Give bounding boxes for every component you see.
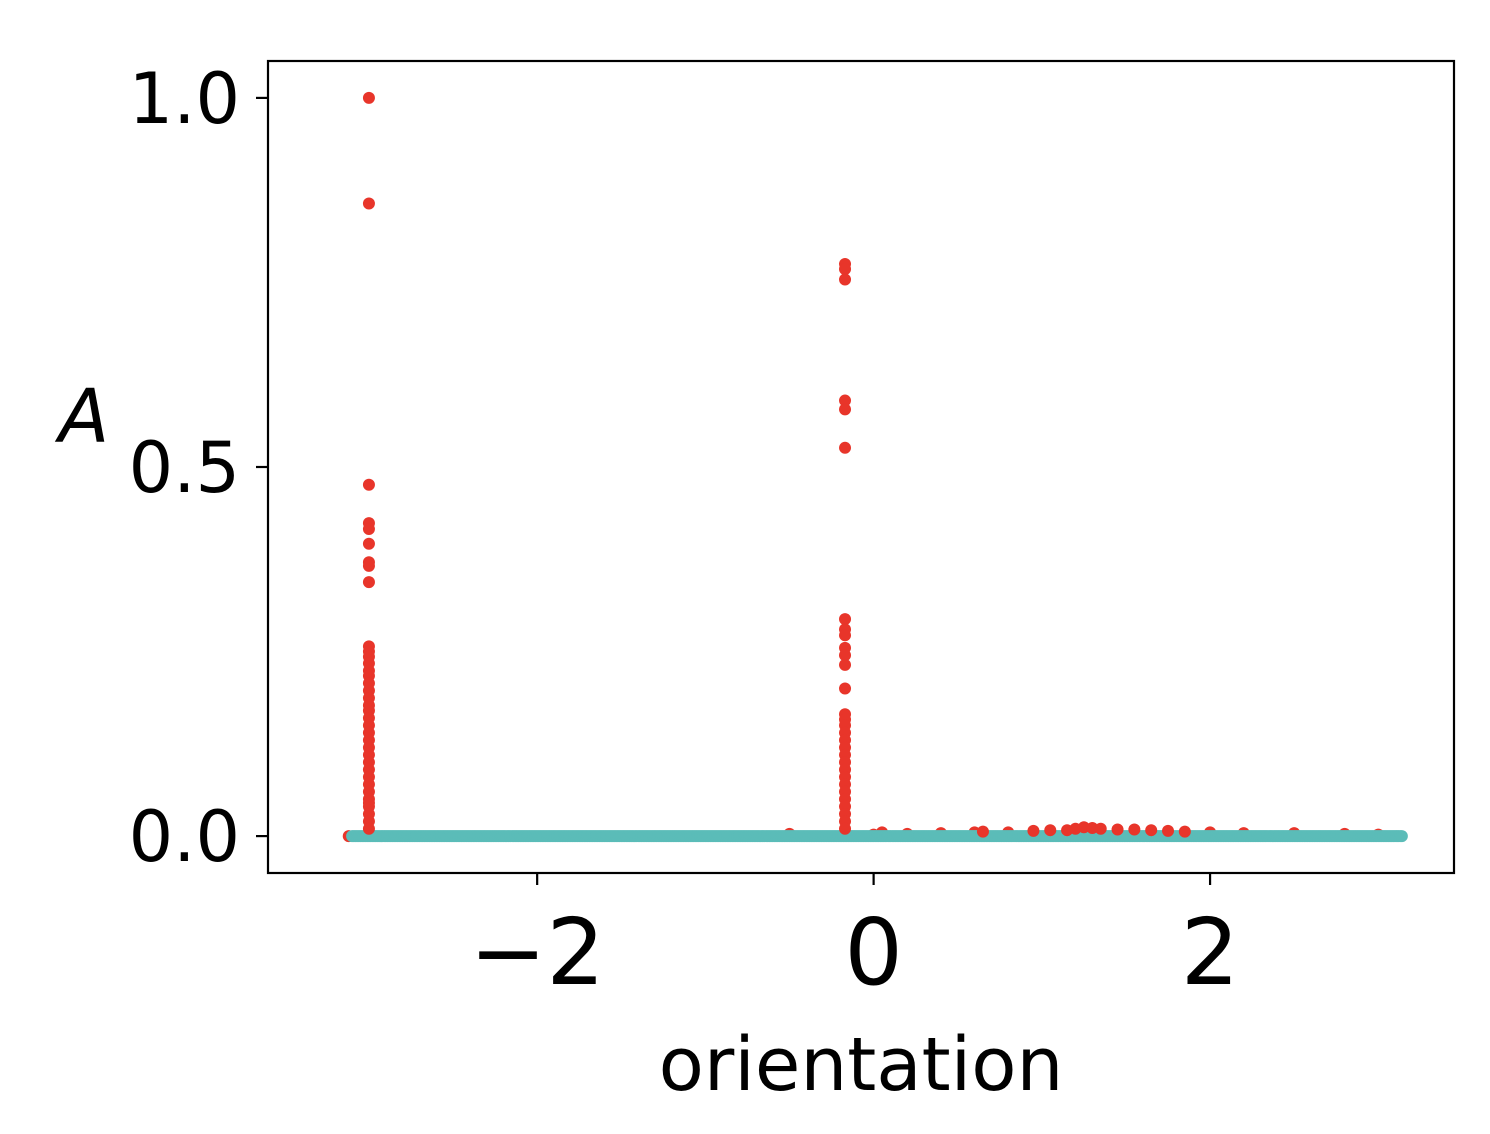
red-point [839,658,852,671]
red-point [839,403,852,416]
x-axis: −2 0 2 [469,873,1239,1006]
y-tick-label: 0.0 [129,796,240,878]
red-point [362,91,375,104]
red-point [1094,822,1107,835]
red-point [1162,824,1175,837]
red-point [362,478,375,491]
red-point [839,613,852,626]
red-point [1178,825,1191,838]
red-point [1027,824,1040,837]
red-point [362,576,375,589]
red-point [362,559,375,572]
x-axis-label: orientation [659,1022,1064,1108]
red-point [839,682,852,695]
red-point [839,649,852,662]
plot-frame [266,59,1456,875]
red-point [1111,823,1124,836]
red-point [1145,824,1158,837]
y-axis-label: A [55,374,110,460]
red-point [362,537,375,550]
x-tick-label: −2 [469,899,605,1006]
red-point [839,394,852,407]
red-point [1044,824,1057,837]
teal-point [1395,830,1408,843]
x-tick-label: 2 [1181,899,1240,1006]
red-point [839,263,852,276]
red-point [362,822,375,835]
red-point [362,197,375,210]
red-point [362,523,375,536]
red-point [976,825,989,838]
red-point [839,822,852,835]
y-axis: 0.0 0.5 1.0 [129,58,268,878]
y-tick-label: 1.0 [129,58,240,140]
red-point [839,273,852,286]
plot-marks [342,91,1408,843]
red-point [839,441,852,454]
x-tick-label: 0 [844,899,903,1006]
y-tick-label: 0.5 [129,427,240,509]
red-point [839,629,852,642]
red-point [1128,823,1141,836]
